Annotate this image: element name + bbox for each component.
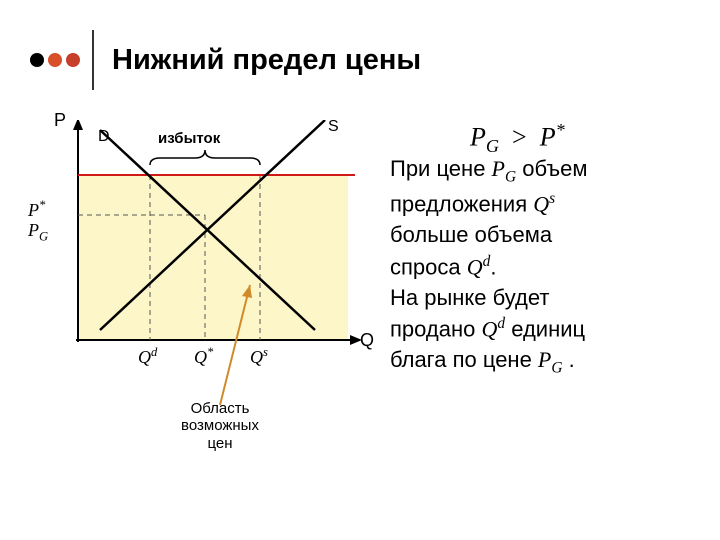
dot-2 [48, 53, 62, 67]
explanation-text: При цене PG объем предложения Qs больше … [390, 155, 705, 381]
line-7: блага по цене PG . [390, 346, 705, 378]
qd-label: Qd [138, 345, 157, 368]
s-label: S [328, 118, 339, 136]
line-5: На рынке будет [390, 284, 705, 313]
price-floor-chart: P Q D S избыток P* PG Qd Q* Qs Область в… [60, 120, 380, 400]
region-caption: Область возможных цен [160, 400, 280, 452]
line-3: больше объема [390, 221, 705, 250]
surplus-brace [150, 150, 260, 165]
qs-label: Qs [250, 345, 268, 368]
q-axis-label: Q [360, 330, 374, 351]
pstar-label: P* [28, 198, 45, 221]
inequality-formula: PG > P* [470, 120, 565, 157]
bullet-dots [30, 53, 80, 67]
pg-label: PG [28, 220, 48, 245]
shaded-region [78, 175, 348, 340]
y-axis-arrow [73, 120, 83, 130]
line-6: продано Qd единиц [390, 314, 705, 344]
line-4: спроса Qd. [390, 252, 705, 282]
chart-svg [60, 120, 380, 420]
dot-1 [30, 53, 44, 67]
qstar-label: Q* [194, 345, 213, 368]
line-2: предложения Qs [390, 189, 705, 219]
d-label: D [98, 128, 110, 146]
p-axis-label: P [54, 110, 66, 131]
dot-3 [66, 53, 80, 67]
surplus-label: избыток [158, 130, 220, 147]
line-1: При цене PG объем [390, 155, 705, 187]
slide-title: Нижний предел цены [112, 44, 421, 77]
header-divider [92, 30, 94, 90]
slide-header: Нижний предел цены [30, 30, 421, 90]
